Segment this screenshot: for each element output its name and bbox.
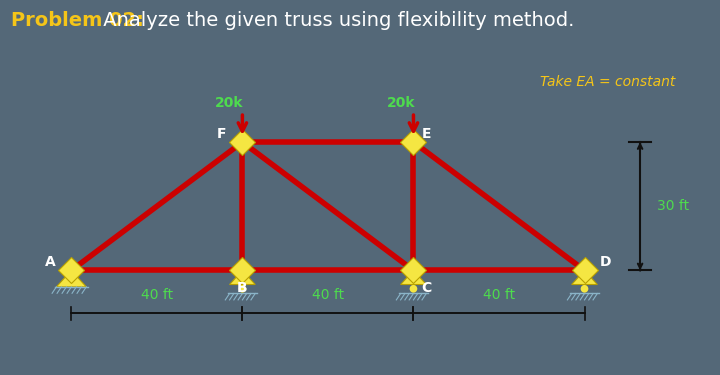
Circle shape — [238, 285, 246, 292]
Text: 40 ft: 40 ft — [141, 288, 173, 303]
Text: Analyze the given truss using flexibility method.: Analyze the given truss using flexibilit… — [97, 11, 575, 30]
Text: 20k: 20k — [215, 96, 244, 110]
Text: A: A — [45, 255, 55, 269]
Polygon shape — [400, 270, 426, 285]
Circle shape — [580, 285, 588, 292]
Polygon shape — [230, 270, 255, 285]
Polygon shape — [572, 270, 598, 285]
Text: F: F — [216, 126, 226, 141]
Text: B: B — [237, 280, 248, 294]
Text: Problem 02:: Problem 02: — [11, 11, 144, 30]
Text: D: D — [600, 255, 612, 269]
Text: 40 ft: 40 ft — [483, 288, 515, 303]
Circle shape — [410, 285, 418, 292]
Text: E: E — [421, 126, 431, 141]
Text: Take EA = constant: Take EA = constant — [540, 75, 675, 90]
Text: 30 ft: 30 ft — [657, 199, 689, 213]
Polygon shape — [56, 270, 86, 287]
Text: 40 ft: 40 ft — [312, 288, 344, 303]
Text: C: C — [421, 280, 431, 294]
Text: 20k: 20k — [387, 96, 415, 110]
